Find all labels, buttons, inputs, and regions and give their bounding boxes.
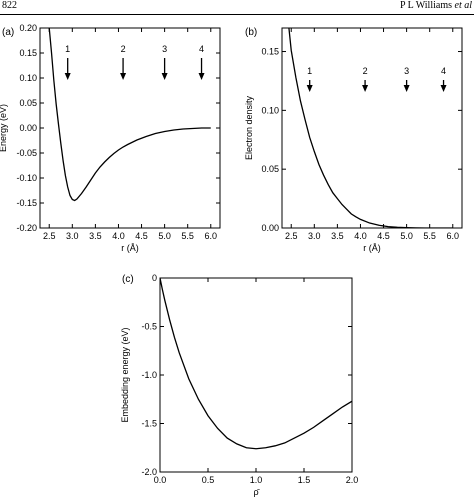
marker-label: 4 — [199, 44, 204, 54]
y-tick-label: 0.15 — [19, 48, 37, 58]
y-axis-label: Energy (eV) — [0, 104, 8, 152]
marker-arrow-head — [161, 73, 168, 80]
x-tick-label: 5.0 — [400, 231, 413, 241]
y-tick-label: 0.05 — [19, 98, 37, 108]
marker-label: 2 — [363, 66, 368, 76]
panel-label: (a) — [2, 27, 14, 38]
chart-panel-3: 0.0 0.5 1.0 1.5 2.0 0 -0.5 -1.0 -1.5 -2.0 ρ̄ Embedd… — [120, 273, 358, 497]
x-tick-label: 2.5 — [43, 231, 56, 241]
x-tick-label: 5.5 — [181, 231, 194, 241]
page-header: 822 P L Williams et al — [0, 0, 474, 15]
x-tick-label: 4.5 — [135, 231, 148, 241]
marker-arrow-head — [306, 85, 313, 92]
running-head-authors: P L Williams — [399, 0, 452, 11]
x-tick-label: 2.0 — [346, 475, 359, 485]
y-tick-label: -0.5 — [141, 322, 157, 332]
y-tick-label: 0.20 — [19, 23, 37, 33]
panel-label: (b) — [245, 27, 257, 38]
marker-arrow-head — [198, 73, 205, 80]
panel-label: (c) — [122, 274, 134, 285]
running-head-suffix: et al — [454, 0, 473, 11]
x-tick-label: 5.5 — [423, 231, 436, 241]
y-tick-label: 0.10 — [19, 73, 37, 83]
series-line — [160, 278, 352, 450]
y-tick-label: -0.10 — [16, 173, 37, 183]
chart-panel-2: 2.5 3.0 3.5 4.0 4.5 5.0 5.5 6.0 0.15 0.10 0.05 0.00… — [244, 27, 463, 253]
marker-label: 4 — [441, 66, 446, 76]
y-tick-label: -1.0 — [141, 370, 157, 380]
y-tick-label: -0.20 — [16, 223, 37, 233]
x-tick-label: 0.0 — [154, 475, 167, 485]
y-tick-label: -0.05 — [16, 148, 37, 158]
marker-label: 3 — [162, 44, 167, 54]
y-axis-label: Electron density — [244, 95, 254, 160]
page-number: 822 — [2, 0, 17, 11]
x-tick-label: 4.0 — [354, 231, 367, 241]
series-line — [288, 28, 453, 228]
x-tick-label: 6.0 — [447, 231, 460, 241]
plot-frame — [159, 277, 353, 473]
marker-label: 3 — [404, 66, 409, 76]
marker-arrow-head — [403, 85, 410, 92]
y-tick-label: 0 — [152, 273, 157, 283]
y-tick-label: 0.15 — [261, 47, 279, 57]
y-tick-label: -2.0 — [141, 467, 157, 477]
y-tick-label: -0.15 — [16, 198, 37, 208]
x-tick-label: 3.0 — [308, 231, 321, 241]
x-tick-label: 1.0 — [250, 475, 263, 485]
x-tick-label: 5.0 — [158, 231, 171, 241]
x-axis-label: ρ̄ — [253, 487, 260, 497]
x-tick-label: 4.5 — [377, 231, 390, 241]
marker-arrow-head — [440, 85, 447, 92]
x-axis-label: r (Å) — [121, 243, 139, 253]
x-tick-label: 1.5 — [298, 475, 311, 485]
y-tick-label: 0.05 — [261, 164, 279, 174]
y-axis-label: Embedding energy (eV) — [120, 327, 130, 422]
plot-frame — [281, 27, 463, 229]
x-tick-label: 2.5 — [285, 231, 298, 241]
marker-arrow-head — [64, 73, 71, 80]
x-tick-label: 3.0 — [66, 231, 79, 241]
chart-panel-1: 2.5 3.0 3.5 4.0 4.5 5.0 5.5 6.0 0.20 0.15 0.10 0.05… — [0, 23, 221, 253]
x-tick-label: 3.5 — [331, 231, 344, 241]
marker-label: 1 — [65, 44, 70, 54]
marker-label: 2 — [121, 44, 126, 54]
header-rule — [0, 14, 474, 15]
y-tick-label: 0.10 — [261, 105, 279, 115]
x-tick-label: 0.5 — [202, 475, 215, 485]
x-axis-label: r (Å) — [363, 243, 381, 253]
marker-arrow-head — [362, 85, 369, 92]
series-line — [48, 28, 211, 202]
marker-arrow-head — [120, 73, 127, 80]
running-head: P L Williams et al — [400, 0, 472, 11]
y-tick-label: -1.5 — [141, 419, 157, 429]
marker-label: 1 — [307, 66, 312, 76]
x-tick-label: 6.0 — [205, 231, 218, 241]
y-tick-label: 0.00 — [261, 223, 279, 233]
x-tick-label: 4.0 — [112, 231, 125, 241]
y-tick-label: 0.00 — [19, 123, 37, 133]
x-tick-label: 3.5 — [89, 231, 102, 241]
